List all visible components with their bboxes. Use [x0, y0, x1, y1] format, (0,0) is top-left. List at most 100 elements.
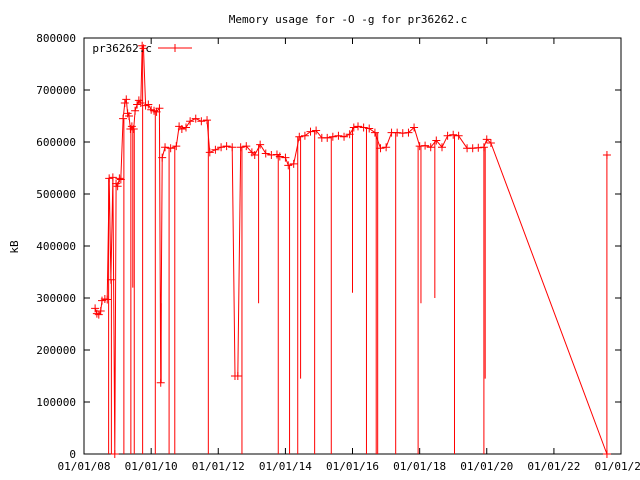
- data-point: [393, 128, 402, 137]
- data-point: [323, 133, 332, 142]
- data-point: [454, 131, 463, 140]
- data-point: [306, 127, 315, 136]
- data-point: [340, 132, 349, 141]
- data-point: [103, 295, 112, 304]
- data-point: [312, 126, 321, 135]
- y-tick-label: 500000: [36, 188, 76, 201]
- axes: 0 100000 200000 300000 400000 500000 600000 700…: [36, 32, 640, 473]
- data-point: [345, 130, 354, 139]
- data-point: [482, 135, 491, 144]
- data-point: [376, 144, 385, 153]
- x-tick-label: 01/01/12: [192, 460, 245, 473]
- data-point: [211, 145, 220, 154]
- data-point: [105, 174, 114, 183]
- data-point: [602, 151, 611, 159]
- data-point: [468, 144, 477, 153]
- data-point: [186, 117, 195, 126]
- data-point: [94, 310, 103, 319]
- data-point: [116, 175, 125, 184]
- data-point: [328, 132, 337, 141]
- data-point: [133, 100, 142, 109]
- data-point: [129, 125, 138, 133]
- data-point: [125, 112, 134, 120]
- x-tick-label: 01/01/14: [259, 460, 312, 473]
- data-point: [144, 100, 153, 109]
- data-point: [359, 123, 368, 132]
- data-point: [404, 128, 413, 137]
- series-line: [94, 45, 608, 455]
- data-point: [415, 142, 424, 151]
- y-tick-label: 700000: [36, 84, 76, 97]
- data-point: [474, 143, 483, 152]
- y-tick-label: 600000: [36, 136, 76, 149]
- data-point: [120, 99, 129, 107]
- data-point: [256, 140, 265, 149]
- x-tick-label: 01/01/16: [326, 460, 379, 473]
- data-point: [250, 151, 259, 159]
- data-point: [438, 143, 446, 152]
- data-point: [136, 99, 145, 107]
- series-group: [91, 41, 611, 458]
- data-point: [443, 131, 452, 140]
- y-tick-label: 100000: [36, 396, 76, 409]
- legend: pr36262.c: [92, 42, 192, 55]
- data-point: [115, 174, 124, 183]
- data-point: [349, 123, 358, 132]
- legend-label: pr36262.c: [92, 42, 152, 55]
- x-tick-label: 01/01/22: [527, 460, 580, 473]
- data-point: [449, 130, 458, 139]
- y-tick-label: 0: [69, 448, 76, 461]
- data-point: [382, 143, 391, 152]
- data-point: [119, 114, 128, 123]
- data-point: [228, 143, 237, 152]
- data-point: [106, 275, 115, 284]
- data-point: [113, 182, 122, 191]
- y-tick-label: 300000: [36, 292, 76, 305]
- data-point: [181, 123, 190, 132]
- x-tick-label: 01/01/24: [595, 460, 640, 473]
- data-point: [139, 44, 148, 53]
- data-point: [261, 149, 270, 158]
- data-point: [156, 378, 165, 387]
- data-point: [267, 151, 276, 159]
- data-point: [222, 142, 231, 151]
- data-point: [354, 122, 363, 131]
- data-point: [177, 125, 186, 133]
- y-tick-label: 800000: [36, 32, 76, 45]
- data-point: [295, 132, 304, 141]
- data-point: [275, 152, 284, 161]
- data-point: [432, 136, 441, 145]
- data-point: [108, 173, 117, 182]
- data-point: [410, 123, 419, 132]
- data-point: [289, 159, 298, 168]
- data-point: [365, 124, 374, 133]
- data-point: [398, 129, 407, 138]
- data-point: [426, 143, 435, 152]
- data-point: [281, 153, 290, 162]
- y-axis-label: kB: [8, 240, 21, 254]
- data-point: [370, 128, 379, 137]
- data-point: [96, 307, 105, 315]
- data-point: [197, 117, 206, 126]
- x-tick-label: 01/01/08: [58, 460, 111, 473]
- data-point: [217, 143, 226, 152]
- data-point: [421, 141, 430, 150]
- data-point: [602, 450, 611, 458]
- data-point: [191, 114, 200, 123]
- y-tick-label: 200000: [36, 344, 76, 357]
- data-point: [110, 450, 119, 458]
- x-tick-label: 01/01/10: [125, 460, 178, 473]
- data-point: [172, 142, 181, 151]
- data-point: [158, 153, 167, 162]
- data-point: [166, 144, 175, 153]
- data-point: [205, 148, 214, 157]
- data-point: [131, 106, 140, 115]
- data-point: [334, 131, 343, 140]
- data-point: [242, 142, 251, 151]
- data-point: [161, 143, 170, 152]
- legend-marker: [171, 44, 179, 52]
- data-point: [300, 131, 309, 140]
- x-tick-label: 01/01/18: [393, 460, 446, 473]
- chart-title: Memory usage for -O -g for pr36262.c: [229, 13, 467, 26]
